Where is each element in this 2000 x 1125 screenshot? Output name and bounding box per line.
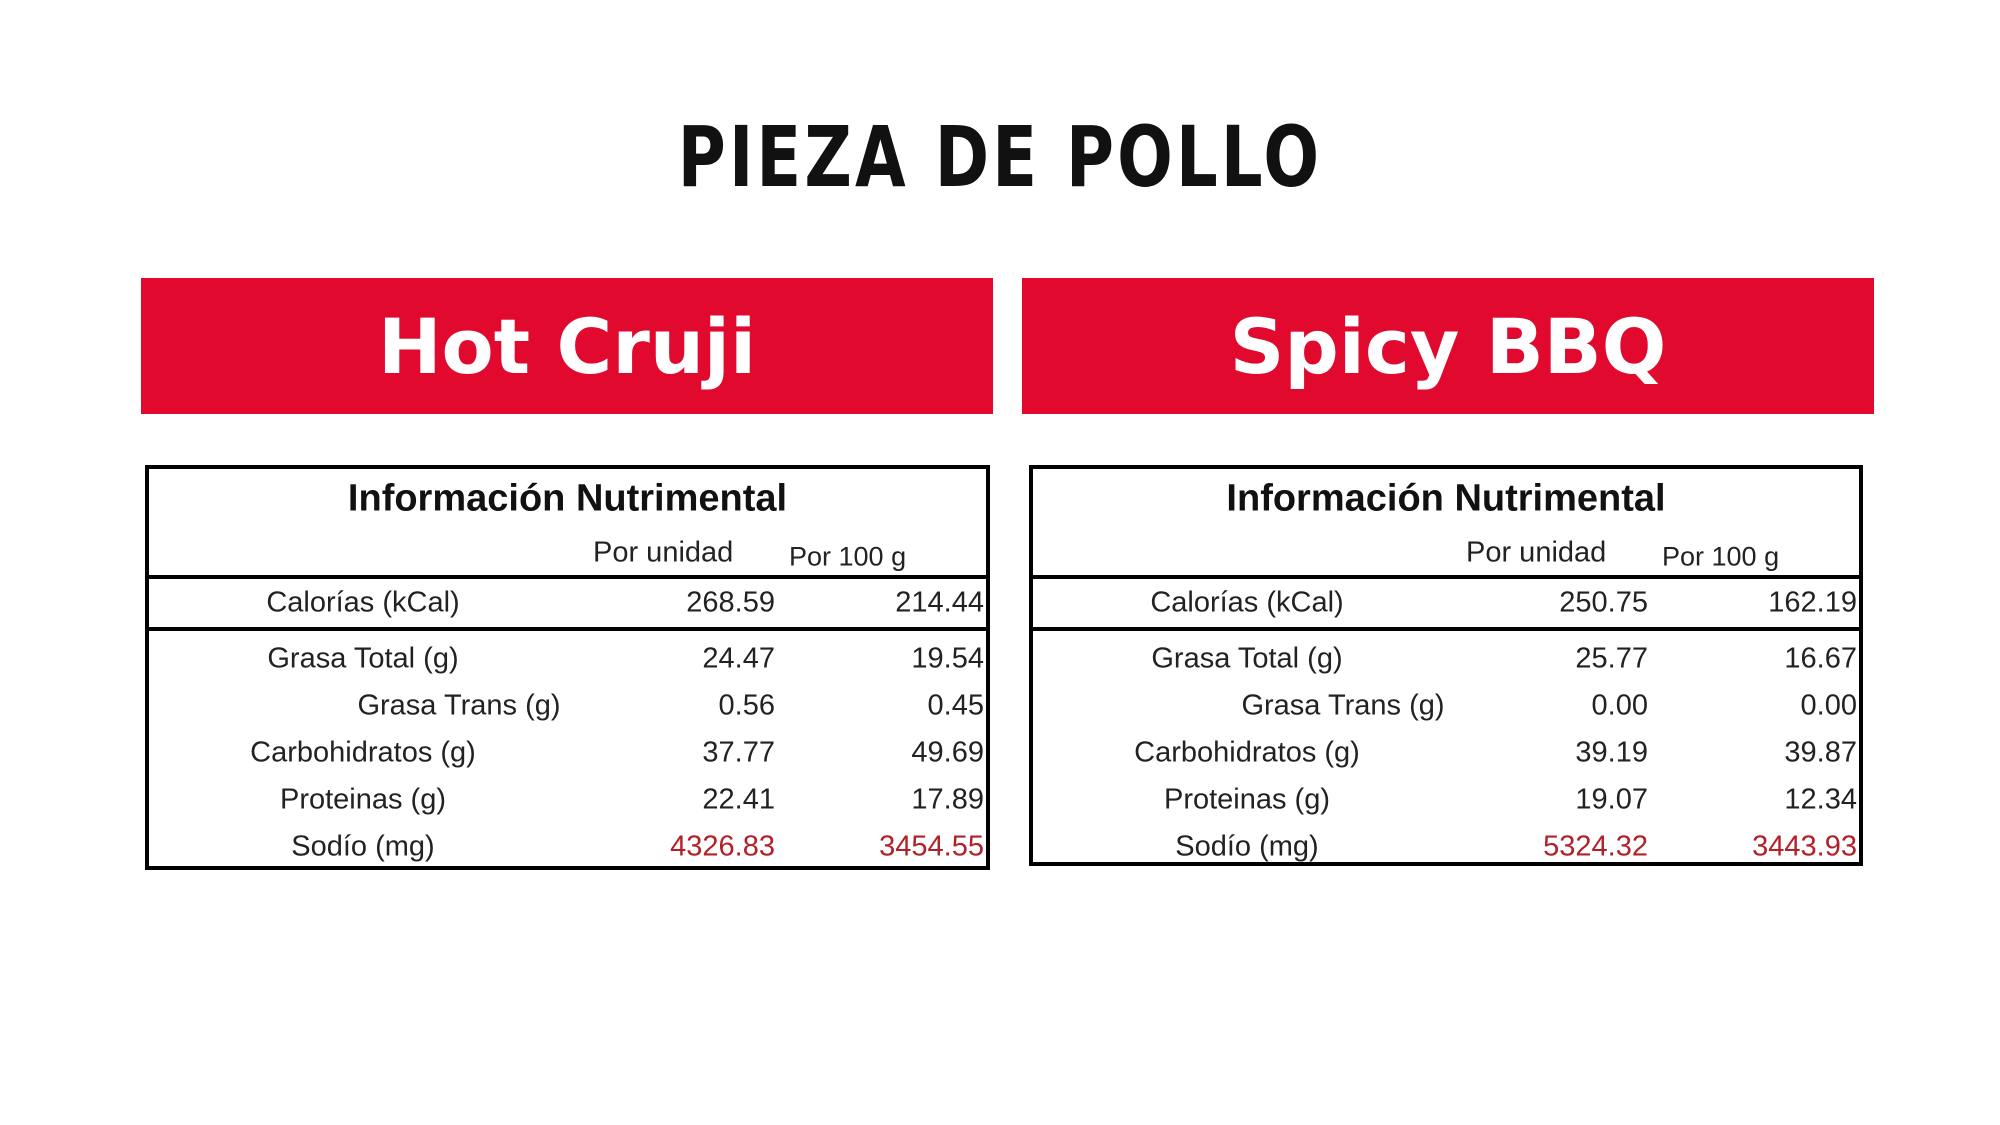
nutrition-table: Información Nutrimental Por unidad Por 100… [145,465,990,870]
value-cell: 49.69 [911,736,984,769]
row-label: Grasa Trans (g) [1241,689,1445,722]
rule [149,627,986,631]
value-cell: 0.00 [1800,689,1857,722]
column-header: Por unidad [1466,536,1607,569]
row-label: Grasa Total (g) [1151,642,1343,675]
row-label: Calorías (kCal) [1150,586,1344,619]
page-title: PIEZA DE POLLO [677,108,1323,206]
value-cell: 19.54 [911,642,984,675]
value-cell: 5324.32 [1543,830,1648,863]
value-cell: 0.00 [1591,689,1648,722]
value-cell: 37.77 [702,736,775,769]
value-cell: 214.44 [895,586,984,619]
value-cell: 22.41 [702,783,775,816]
row-label: Sodío (mg) [291,830,435,863]
table-title: Información Nutrimental [1226,477,1666,520]
panel-banner: Spicy BBQ [1022,278,1874,414]
rule [1033,627,1859,631]
nutrition-table: Información Nutrimental Por unidad Por 100… [1029,465,1863,866]
value-cell: 162.19 [1768,586,1857,619]
row-label: Sodío (mg) [1175,830,1319,863]
panel-banner: Hot Cruji [141,278,993,414]
value-cell: 250.75 [1559,586,1648,619]
value-cell: 0.45 [927,689,984,722]
value-cell: 17.89 [911,783,984,816]
rule [1033,575,1859,579]
value-cell: 24.47 [702,642,775,675]
table-title: Información Nutrimental [347,477,788,520]
column-header: Por 100 g [1662,541,1780,572]
row-label: Grasa Total (g) [267,642,459,675]
value-cell: 25.77 [1575,642,1648,675]
value-cell: 19.07 [1575,783,1648,816]
value-cell: 4326.83 [670,830,775,863]
rule [149,575,986,579]
row-label: Calorías (kCal) [266,586,460,619]
value-cell: 12.34 [1784,783,1857,816]
value-cell: 39.87 [1784,736,1857,769]
value-cell: 16.67 [1784,642,1857,675]
value-cell: 268.59 [686,586,775,619]
value-cell: 39.19 [1575,736,1648,769]
column-header: Por unidad [593,536,734,569]
value-cell: 3454.55 [879,830,984,863]
value-cell: 3443.93 [1752,830,1857,863]
row-label: Proteinas (g) [279,783,446,816]
value-cell: 0.56 [718,689,775,722]
row-label: Grasa Trans (g) [357,689,561,722]
row-label: Carbohidratos (g) [1134,736,1360,769]
row-label: Proteinas (g) [1163,783,1330,816]
column-header: Por 100 g [789,541,907,572]
row-label: Carbohidratos (g) [250,736,476,769]
